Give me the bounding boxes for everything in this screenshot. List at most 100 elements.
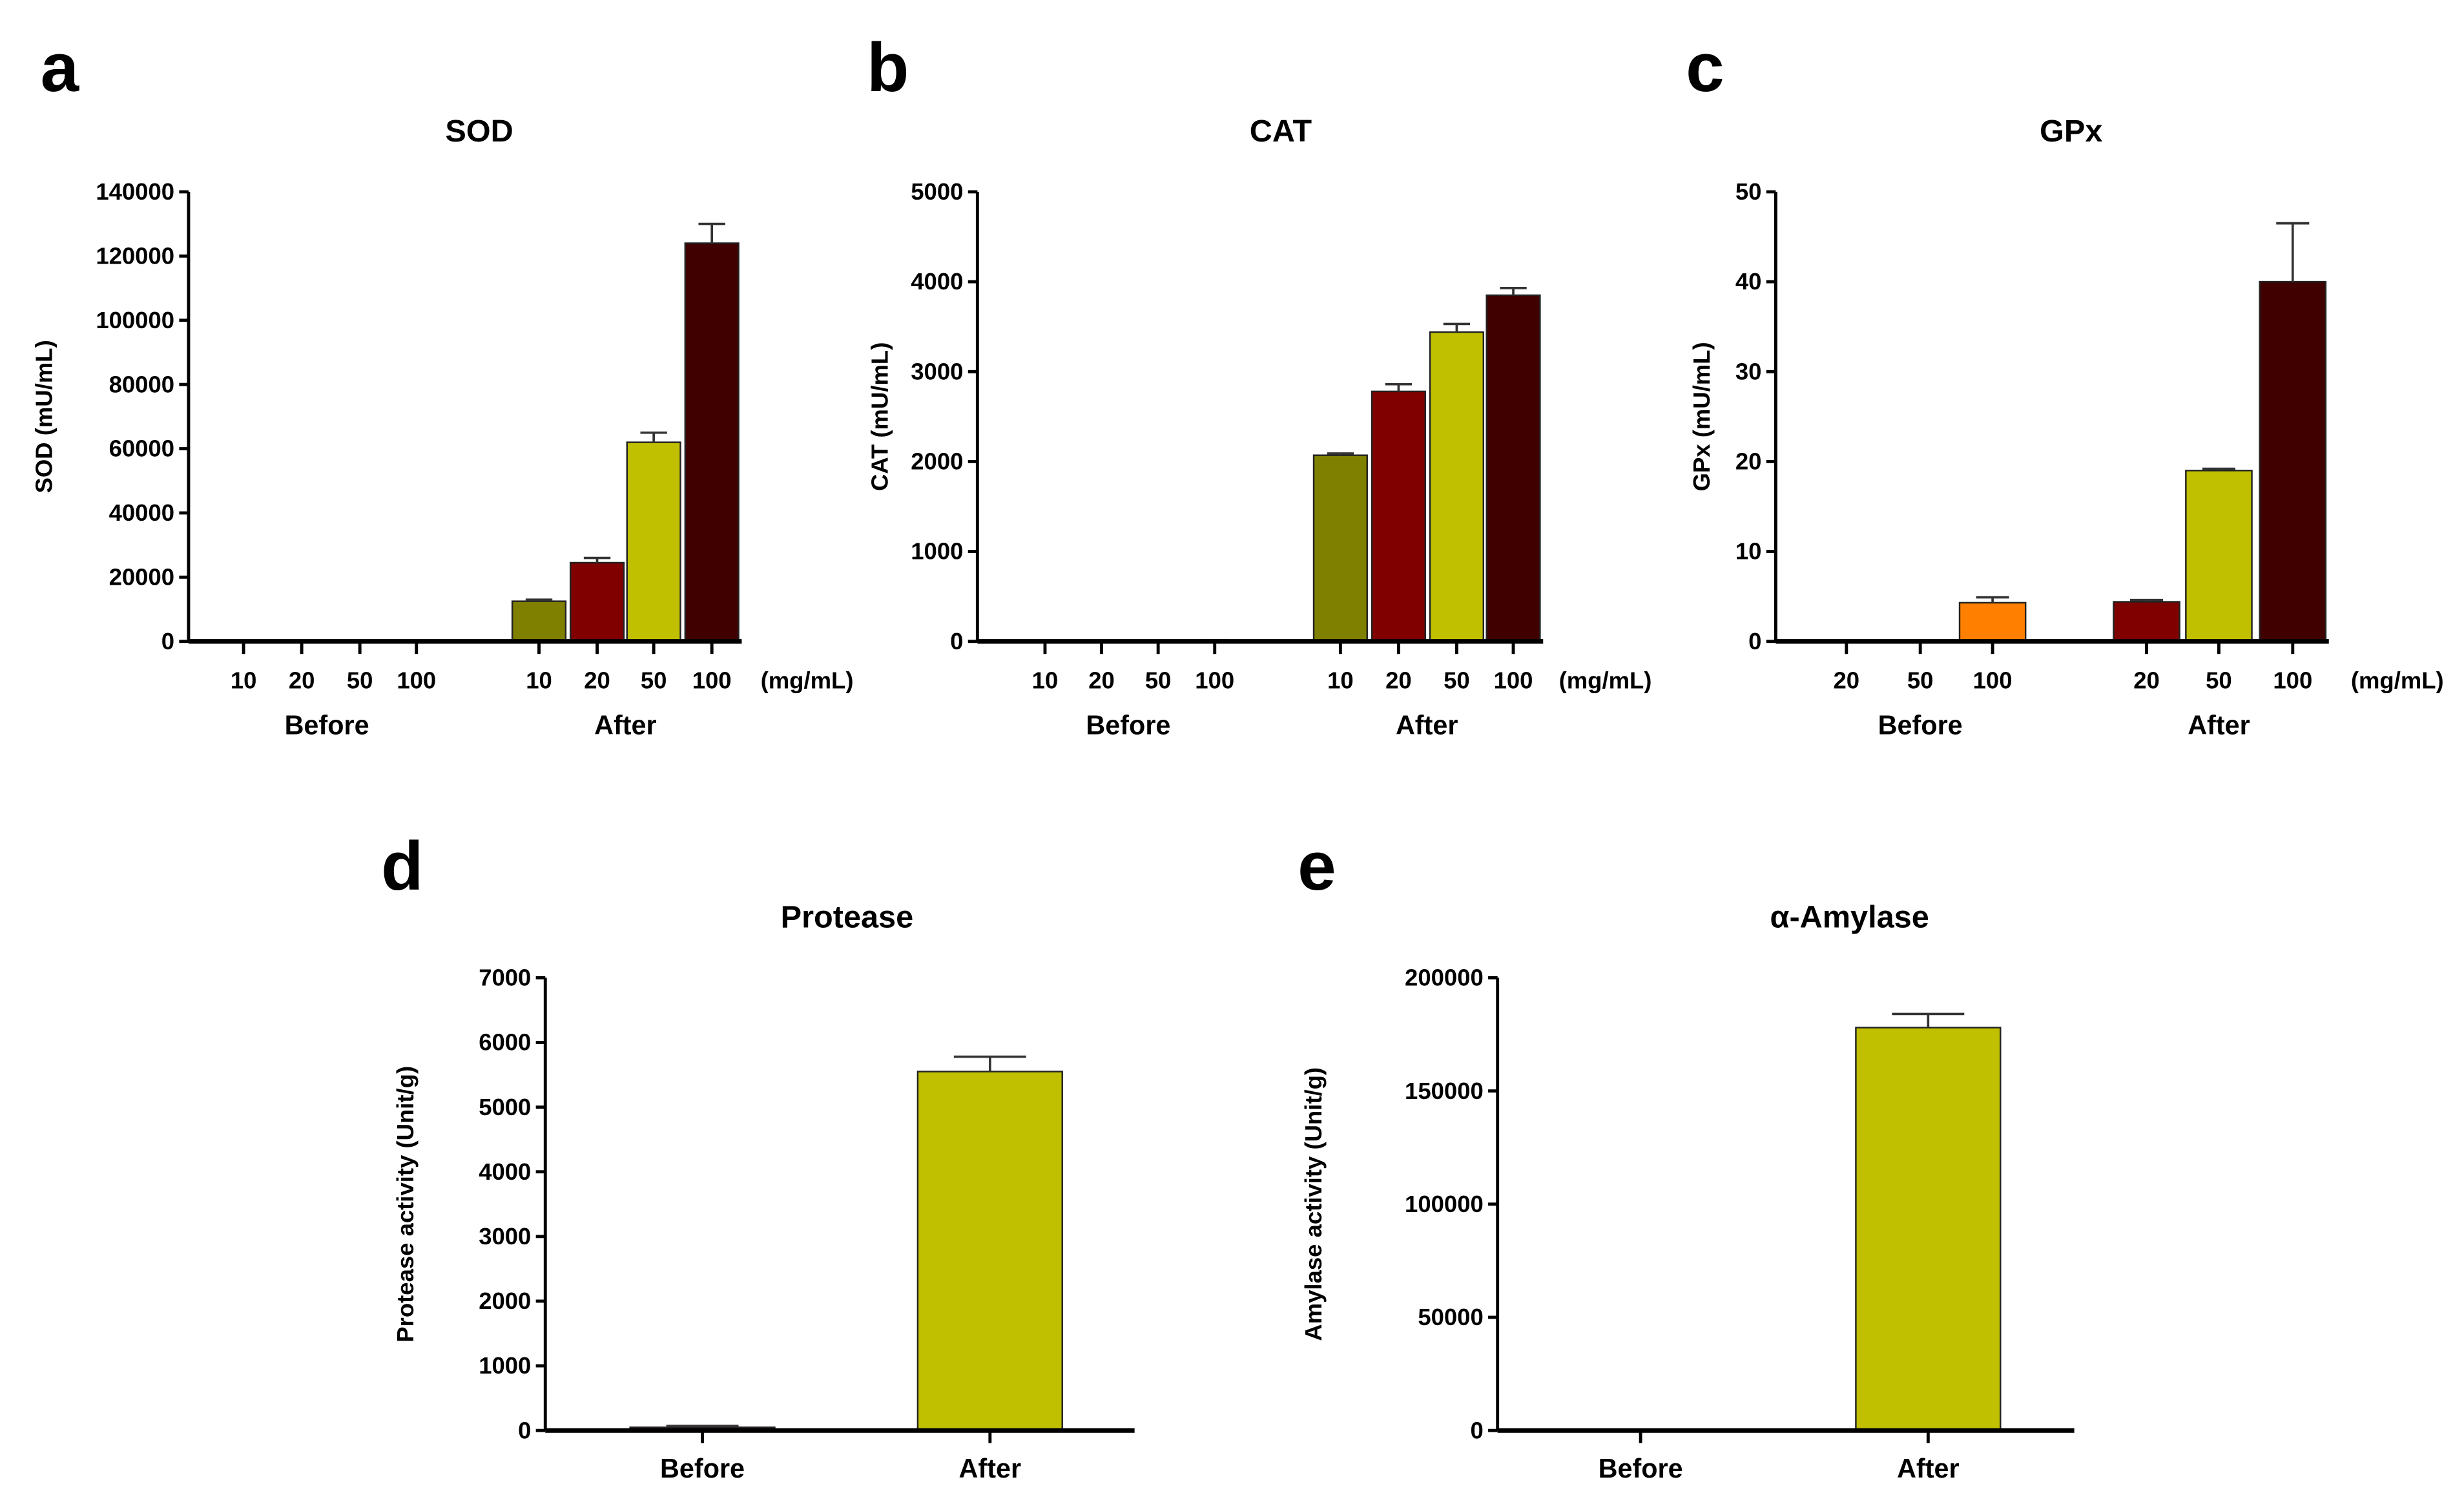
chart-d: d Protease 0 1000 2000 3000 4000 5000 6000 7000 Pr… xyxy=(381,827,1135,1483)
x-tick-label: 50 xyxy=(2206,667,2232,694)
chart-title: α-Amylase xyxy=(1770,900,1929,935)
x-tick-label: After xyxy=(959,1454,1022,1483)
x-tick-label: 20 xyxy=(2133,667,2160,694)
y-tick-label: 20 xyxy=(1735,448,1762,475)
bar xyxy=(2185,470,2253,642)
y-tick-label: 20000 xyxy=(109,564,174,591)
bar xyxy=(684,242,740,642)
y-axis-label: SOD (mU/mL) xyxy=(30,340,57,493)
y-tick-label: 3000 xyxy=(911,358,963,384)
y-tick-label: 2000 xyxy=(911,448,963,475)
x-unit-label: (mg/mL) xyxy=(761,667,854,694)
y-axis-label: GPx (mU/mL) xyxy=(1688,342,1715,491)
x-tick-label: 100 xyxy=(1494,667,1533,694)
chart-title: Protease xyxy=(781,900,914,935)
y-tick-label: 6000 xyxy=(479,1029,531,1056)
bar xyxy=(626,441,681,642)
x-tick-label: 100 xyxy=(692,667,732,694)
chart-title: CAT xyxy=(1250,114,1312,149)
x-tick-label: 50 xyxy=(347,667,373,694)
y-tick-label: 120000 xyxy=(96,242,174,269)
x-tick-label: 50 xyxy=(1145,667,1172,694)
bar xyxy=(1371,390,1426,642)
bar xyxy=(1429,331,1485,642)
x-tick-label: 20 xyxy=(1088,667,1115,694)
x-tick-label: 10 xyxy=(526,667,552,694)
y-tick-label: 0 xyxy=(950,628,963,654)
y-tick-label: 100000 xyxy=(96,307,174,333)
x-tick-label: 100 xyxy=(397,667,436,694)
group-label: Before xyxy=(1086,710,1170,740)
x-tick-label: 50 xyxy=(1444,667,1470,694)
panel-letter: b xyxy=(867,28,909,106)
y-tick-label: 100000 xyxy=(1405,1191,1484,1217)
y-tick-label: 0 xyxy=(1470,1417,1483,1443)
x-tick-label: Before xyxy=(660,1454,745,1483)
chart-a: a SOD 0 20000 40000 60000 80000 100000 120000 140… xyxy=(30,28,853,740)
chart-title: GPx xyxy=(2040,114,2102,149)
y-tick-label: 50000 xyxy=(1418,1304,1483,1330)
y-tick-label: 0 xyxy=(1748,628,1761,654)
x-tick-label: 20 xyxy=(584,667,610,694)
group-label: After xyxy=(1396,710,1458,740)
y-tick-label: 5000 xyxy=(911,178,963,205)
chart-e: e α-Amylase 0 50000 100000 150000 200000 Amylas… xyxy=(1298,827,2075,1483)
bar xyxy=(1486,294,1541,642)
y-tick-label: 3000 xyxy=(479,1223,531,1250)
group-label: After xyxy=(594,710,657,740)
y-tick-label: 0 xyxy=(161,628,174,654)
x-tick-label: 20 xyxy=(1385,667,1412,694)
y-tick-label: 10 xyxy=(1735,538,1762,565)
x-tick-label: 100 xyxy=(2273,667,2312,694)
x-unit-label: (mg/mL) xyxy=(2351,667,2444,694)
y-axis-label: CAT (mU/mL) xyxy=(867,342,893,491)
x-tick-label: 10 xyxy=(1327,667,1354,694)
x-tick-label: 100 xyxy=(1973,667,2013,694)
bar xyxy=(569,561,625,642)
x-tick-label: 20 xyxy=(1834,667,1860,694)
chart-title: SOD xyxy=(445,114,513,149)
bar xyxy=(511,600,567,642)
y-tick-label: 60000 xyxy=(109,435,174,462)
bar xyxy=(1855,1027,2002,1432)
y-tick-label: 4000 xyxy=(911,268,963,295)
y-tick-label: 40 xyxy=(1735,268,1762,295)
y-tick-label: 1000 xyxy=(911,538,963,565)
y-tick-label: 80000 xyxy=(109,371,174,397)
bar xyxy=(1312,454,1368,642)
panel-letter: e xyxy=(1298,827,1336,905)
y-tick-label: 5000 xyxy=(479,1094,531,1120)
bar xyxy=(2259,280,2327,642)
chart-c: c GPx 0 10 20 30 40 50 GPx (mU/mL) 20 50 100 20 50 100… xyxy=(1686,28,2444,740)
x-tick-label: 10 xyxy=(231,667,257,694)
group-label: Before xyxy=(1878,710,1963,740)
x-tick-label: 20 xyxy=(289,667,315,694)
group-label: After xyxy=(2188,710,2250,740)
y-tick-label: 30 xyxy=(1735,358,1762,384)
x-tick-label: 10 xyxy=(1032,667,1059,694)
panel-letter: c xyxy=(1686,28,1724,106)
y-axis-label: Amylase activity (Unit/g) xyxy=(1300,1067,1327,1341)
y-tick-label: 50 xyxy=(1735,178,1762,205)
y-tick-label: 200000 xyxy=(1405,965,1484,991)
x-tick-label: 50 xyxy=(641,667,667,694)
panel-letter: a xyxy=(41,28,80,106)
y-tick-label: 1000 xyxy=(479,1352,531,1379)
y-axis-label: Protease activity (Unit/g) xyxy=(392,1066,419,1343)
x-unit-label: (mg/mL) xyxy=(1559,667,1652,694)
y-tick-label: 4000 xyxy=(479,1158,531,1185)
bar xyxy=(2113,601,2180,642)
panel-letter: d xyxy=(381,827,423,905)
y-tick-label: 40000 xyxy=(109,499,174,526)
y-tick-label: 7000 xyxy=(479,965,531,991)
y-tick-label: 0 xyxy=(518,1417,531,1443)
y-tick-label: 140000 xyxy=(96,178,174,205)
y-tick-label: 150000 xyxy=(1405,1078,1484,1104)
bar xyxy=(1958,601,2027,642)
x-tick-label: Before xyxy=(1599,1454,1683,1483)
y-tick-label: 2000 xyxy=(479,1288,531,1314)
x-tick-label: 100 xyxy=(1195,667,1234,694)
chart-b: b CAT 0 1000 2000 3000 4000 5000 CAT (mU/mL) 10 20… xyxy=(867,28,1652,740)
group-label: Before xyxy=(285,710,369,740)
